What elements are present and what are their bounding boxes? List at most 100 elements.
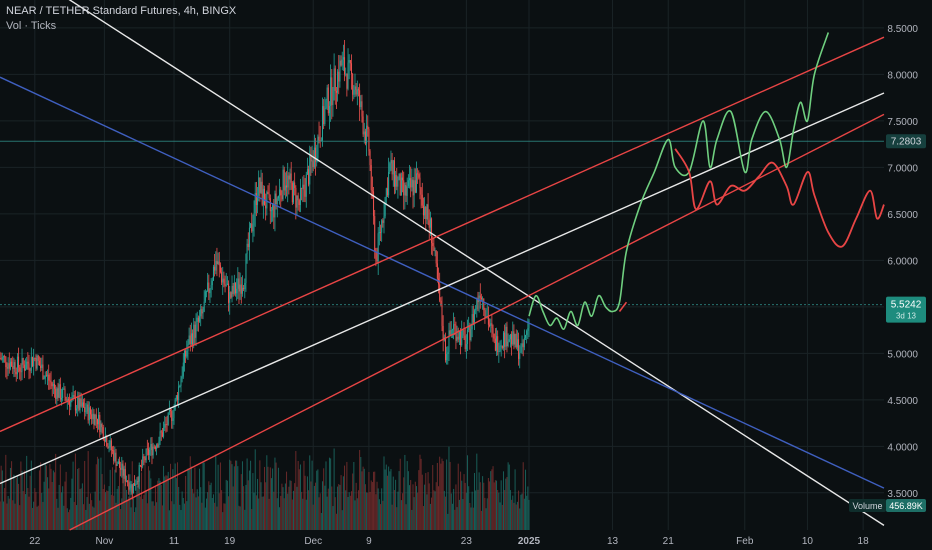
volume-bar bbox=[122, 469, 124, 530]
candle-body bbox=[298, 200, 300, 205]
volume-bar bbox=[253, 492, 255, 530]
candle-body bbox=[112, 449, 114, 451]
volume-bar bbox=[210, 482, 212, 530]
volume-bar bbox=[243, 486, 245, 530]
y-tick-label: 3.5000 bbox=[887, 489, 918, 500]
volume-bar bbox=[515, 504, 517, 530]
candle-body bbox=[147, 448, 149, 456]
volume-bar bbox=[446, 459, 448, 530]
candle-body bbox=[440, 300, 442, 306]
volume-bar bbox=[522, 462, 524, 530]
candle-body bbox=[252, 225, 254, 232]
candle-body bbox=[460, 331, 462, 346]
trendline-blue-descending[interactable] bbox=[0, 76, 885, 489]
candle-body bbox=[77, 397, 79, 409]
volume-bar bbox=[257, 478, 259, 530]
volume-label: Volume bbox=[852, 501, 882, 511]
volume-bar bbox=[112, 467, 114, 530]
candle-body bbox=[318, 136, 320, 141]
volume-bar bbox=[197, 496, 199, 530]
volume-bar bbox=[178, 486, 180, 530]
volume-bar bbox=[410, 480, 412, 530]
candle-body bbox=[525, 334, 527, 338]
volume-bar bbox=[110, 494, 112, 530]
volume-bar bbox=[520, 494, 522, 530]
volume-bar bbox=[269, 467, 271, 530]
volume-bar bbox=[200, 487, 202, 530]
volume-bar bbox=[182, 498, 184, 530]
candle-body bbox=[471, 314, 473, 330]
volume-bar bbox=[412, 484, 414, 530]
candle-body bbox=[73, 395, 75, 398]
candle-body bbox=[56, 388, 58, 399]
candle-body bbox=[315, 147, 317, 162]
volume-bar bbox=[37, 505, 39, 530]
candle-body bbox=[212, 266, 214, 281]
volume-bar bbox=[225, 479, 227, 530]
candle-body bbox=[246, 243, 248, 255]
candle-body bbox=[392, 160, 394, 175]
candle-body bbox=[167, 412, 169, 425]
volume-bar bbox=[42, 501, 44, 530]
volume-bar bbox=[180, 510, 182, 530]
candle-body bbox=[398, 174, 400, 180]
volume-bar bbox=[280, 495, 282, 530]
volume-bar bbox=[440, 463, 442, 530]
volume-bar bbox=[441, 458, 443, 530]
candle-body bbox=[478, 295, 480, 303]
volume-bar bbox=[504, 490, 506, 530]
trendlines[interactable] bbox=[0, 0, 885, 531]
candle-body bbox=[457, 336, 459, 340]
candle-body bbox=[458, 331, 460, 340]
volume-bar bbox=[83, 504, 85, 530]
volume-bar bbox=[209, 485, 211, 530]
volume-bar bbox=[150, 478, 152, 530]
volume-bar bbox=[462, 499, 464, 530]
candle-body bbox=[376, 259, 378, 262]
candle-body bbox=[518, 339, 520, 359]
volume-bar bbox=[322, 481, 324, 530]
candle-body bbox=[464, 335, 466, 350]
candle-body bbox=[494, 338, 496, 351]
volume-indicator-label[interactable]: Vol · Ticks bbox=[6, 20, 57, 32]
candle-body bbox=[86, 404, 88, 412]
candle-body bbox=[407, 180, 409, 187]
volume-bar bbox=[142, 498, 144, 530]
volume-bar bbox=[80, 488, 82, 530]
volume-bar bbox=[154, 486, 156, 530]
candle-body bbox=[325, 100, 327, 109]
trendline-white-descending[interactable] bbox=[63, 0, 885, 526]
volume-bar bbox=[247, 480, 249, 530]
candle-body bbox=[66, 399, 68, 401]
candle-body bbox=[511, 334, 513, 345]
candle-body bbox=[260, 181, 262, 193]
volume-bar bbox=[283, 498, 285, 530]
candle-body bbox=[7, 363, 9, 369]
volume-bar bbox=[471, 491, 473, 530]
volume-bar bbox=[34, 488, 36, 530]
candle-body bbox=[453, 324, 455, 330]
volume-bar bbox=[36, 506, 38, 530]
candle-body bbox=[399, 174, 401, 196]
volume-bar bbox=[19, 505, 21, 530]
trendline-red-lower-channel[interactable] bbox=[69, 113, 885, 531]
volume-bar bbox=[439, 456, 441, 530]
candle-body bbox=[29, 369, 31, 371]
trendline-red-upper-channel[interactable] bbox=[0, 36, 885, 433]
volume-bar bbox=[489, 481, 491, 530]
candle-body bbox=[201, 309, 203, 314]
volume-bar bbox=[63, 505, 65, 530]
trendline-white-ascending[interactable] bbox=[0, 92, 885, 485]
candle-body bbox=[514, 333, 516, 345]
volume-bar bbox=[98, 458, 100, 530]
candle-body bbox=[403, 180, 405, 196]
volume-bar bbox=[290, 480, 292, 530]
volume-bar bbox=[262, 496, 264, 530]
candle-body bbox=[166, 424, 168, 425]
candle-body bbox=[391, 159, 393, 175]
volume-bar bbox=[21, 470, 23, 530]
candle-body bbox=[144, 458, 146, 461]
volume-bar bbox=[435, 482, 437, 530]
volume-bar bbox=[22, 491, 24, 530]
